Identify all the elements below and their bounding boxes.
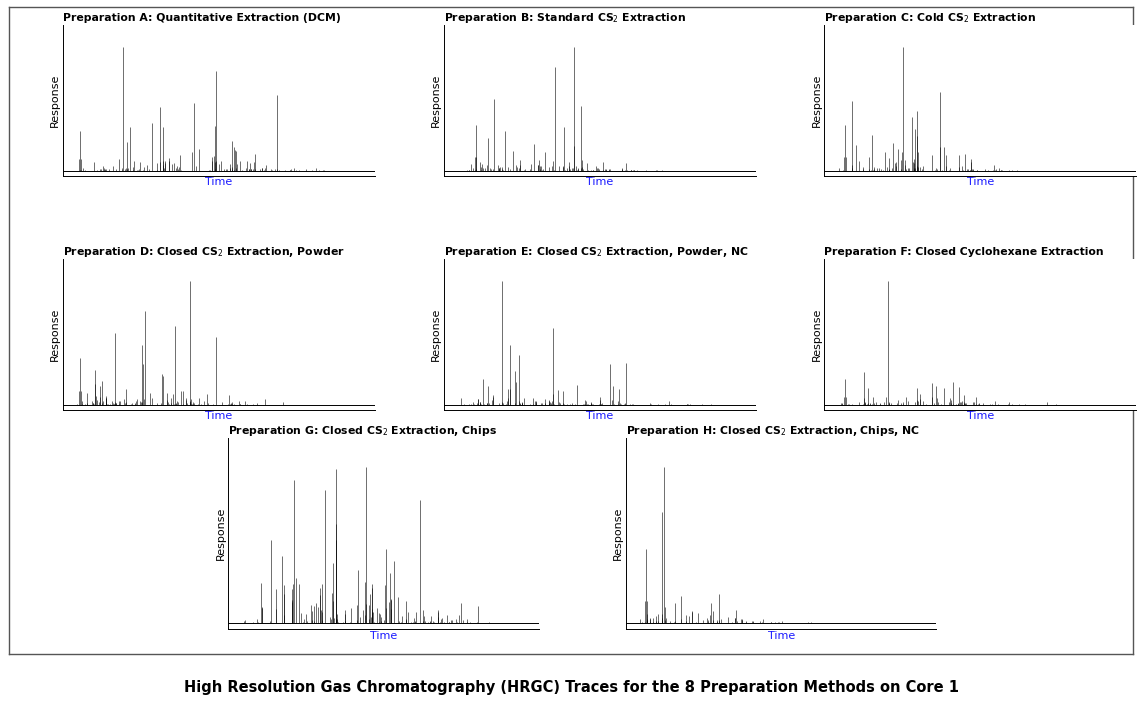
Text: Preparation B: Standard CS$_2$ Extraction: Preparation B: Standard CS$_2$ Extractio… xyxy=(443,11,685,25)
X-axis label: Time: Time xyxy=(586,177,613,187)
X-axis label: Time: Time xyxy=(586,411,613,421)
X-axis label: Time: Time xyxy=(767,631,795,641)
Y-axis label: Response: Response xyxy=(431,308,441,361)
X-axis label: Time: Time xyxy=(966,177,994,187)
X-axis label: Time: Time xyxy=(206,177,233,187)
Text: Preparation E: Closed CS$_2$ Extraction, Powder, NC: Preparation E: Closed CS$_2$ Extraction,… xyxy=(443,245,748,259)
Y-axis label: Response: Response xyxy=(613,507,624,561)
Y-axis label: Response: Response xyxy=(50,74,61,127)
Text: Preparation A: Quantitative Extraction (DCM): Preparation A: Quantitative Extraction (… xyxy=(63,13,340,23)
X-axis label: Time: Time xyxy=(206,411,233,421)
Text: Preparation D: Closed CS$_2$ Extraction, Powder: Preparation D: Closed CS$_2$ Extraction,… xyxy=(63,245,345,259)
Text: Preparation C: Cold CS$_2$ Extraction: Preparation C: Cold CS$_2$ Extraction xyxy=(825,11,1037,25)
Text: High Resolution Gas Chromatography (HRGC) Traces for the 8 Preparation Methods o: High Resolution Gas Chromatography (HRGC… xyxy=(184,679,958,695)
Text: Preparation H: Closed CS$_2$ Extraction, Chips, NC: Preparation H: Closed CS$_2$ Extraction,… xyxy=(626,424,919,438)
X-axis label: Time: Time xyxy=(966,411,994,421)
Y-axis label: Response: Response xyxy=(50,308,61,361)
Y-axis label: Response: Response xyxy=(812,308,821,361)
X-axis label: Time: Time xyxy=(370,631,397,641)
Text: Preparation F: Closed Cyclohexane Extraction: Preparation F: Closed Cyclohexane Extrac… xyxy=(825,247,1104,257)
Y-axis label: Response: Response xyxy=(431,74,441,127)
Y-axis label: Response: Response xyxy=(216,507,226,561)
Text: Preparation G: Closed CS$_2$ Extraction, Chips: Preparation G: Closed CS$_2$ Extraction,… xyxy=(228,424,497,438)
Y-axis label: Response: Response xyxy=(812,74,821,127)
